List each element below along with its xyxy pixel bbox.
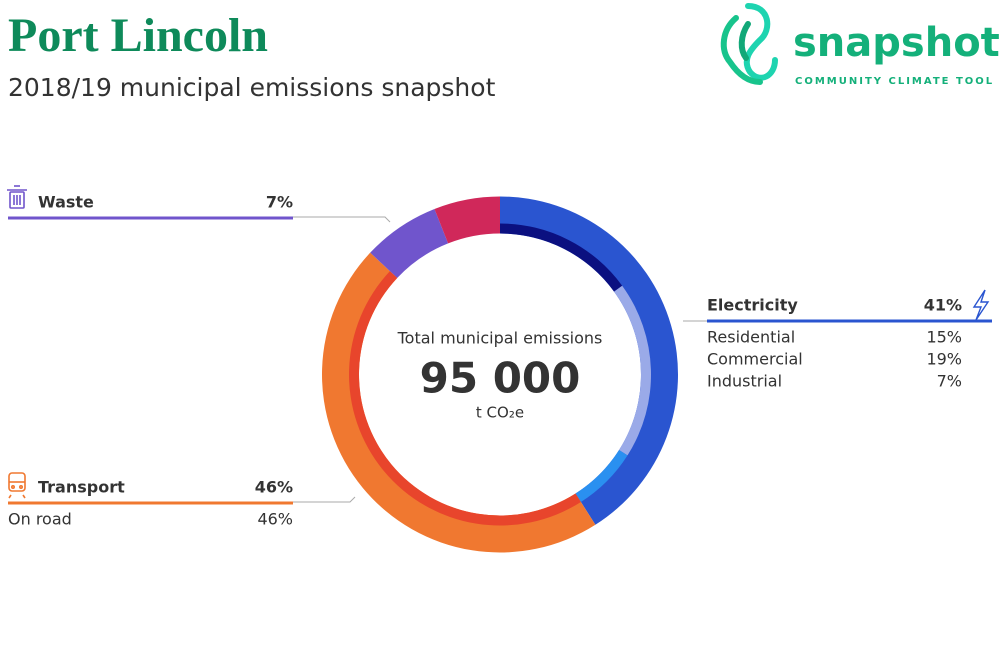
sub-value: 7% [937, 372, 962, 391]
inner-segment [575, 450, 628, 502]
donut-segment [434, 196, 500, 244]
sector-label: Waste [38, 193, 94, 212]
sub-value: 15% [926, 328, 962, 347]
title: Port Lincoln [8, 9, 268, 62]
center-label: Total municipal emissions [397, 329, 603, 348]
inner-segment [349, 271, 581, 526]
bolt-icon [972, 289, 990, 321]
sub-value: 46% [257, 510, 293, 529]
sector-label: Transport [38, 478, 125, 497]
sub-value: 19% [926, 350, 962, 369]
logo-icon [720, 3, 778, 85]
logo-tagline: COMMUNITY CLIMATE TOOL [795, 76, 994, 87]
sector-value: 41% [924, 296, 962, 315]
sector-value: 7% [266, 193, 293, 212]
sub-label: On road [8, 510, 72, 529]
logo-name: snapshot [793, 20, 1000, 66]
donut-segment [370, 208, 449, 278]
inner-segment [614, 285, 651, 456]
unit: t CO₂e [476, 404, 524, 422]
trash-icon [7, 185, 27, 209]
subtitle: 2018/19 municipal emissions snapshot [8, 73, 496, 102]
leader-line [293, 496, 356, 503]
sub-label: Commercial [707, 350, 803, 369]
sub-label: Residential [707, 328, 795, 347]
sector-label: Electricity [707, 296, 798, 315]
total: 95 000 [420, 354, 581, 403]
train-icon [8, 472, 26, 499]
inner-segment [500, 223, 623, 292]
sector-value: 46% [255, 478, 293, 497]
leader-line [293, 216, 391, 223]
sub-label: Industrial [707, 372, 782, 391]
